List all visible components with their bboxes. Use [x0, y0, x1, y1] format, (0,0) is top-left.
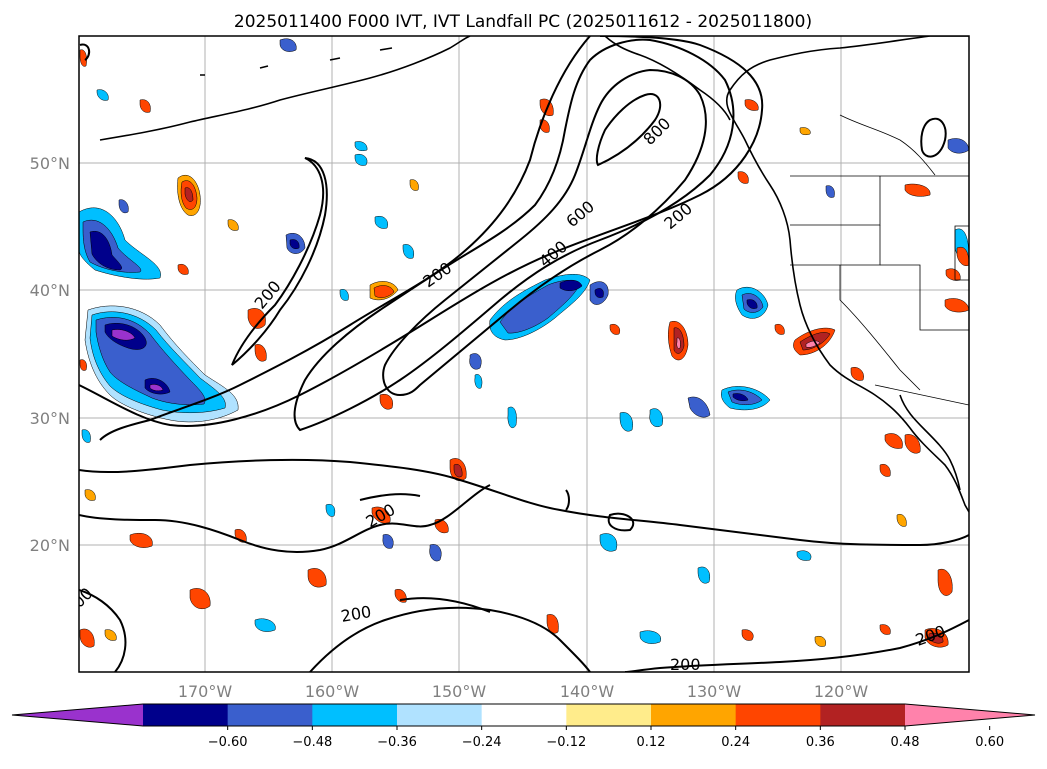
colorbar-segment — [227, 704, 313, 726]
colorbar-segment — [566, 704, 652, 726]
lat-label-20n: 20°N — [30, 536, 70, 555]
map-area — [79, 36, 969, 672]
lat-label-50n: 50°N — [30, 154, 70, 173]
longitude-labels: 170°W 160°W 150°W 140°W 130°W 120°W — [178, 682, 869, 701]
baja-peninsula — [899, 394, 961, 491]
colorbar-segment — [312, 704, 398, 726]
colorbar-outline — [11, 703, 1036, 727]
lon-label-140w: 140°W — [560, 682, 615, 701]
colorbar-tick-label: 0.12 — [637, 735, 666, 750]
colorbar-segment — [735, 704, 821, 726]
colorbar-tick-label: −0.24 — [462, 735, 502, 750]
graticule — [79, 36, 969, 672]
borders — [790, 114, 969, 406]
colorbar-segment — [143, 704, 229, 726]
contour-800 — [595, 93, 662, 167]
colorbar-tick-label: −0.48 — [292, 735, 332, 750]
negative-pc-shading — [79, 38, 969, 644]
contour-600 — [382, 68, 707, 397]
colorbar: −0.60 −0.48 −0.36 −0.24 −0.12 0.12 0.24 0.36 0.4… — [11, 703, 1036, 750]
ivt-contours — [79, 36, 969, 672]
colorbar-tick-label: −0.36 — [377, 735, 417, 750]
colorbar-tick-label: 0.36 — [806, 735, 835, 750]
map-frame — [78, 35, 970, 673]
lon-label-120w: 120°W — [814, 682, 869, 701]
contour-200-south — [79, 458, 969, 672]
colorbar-tick-label: 0.60 — [975, 735, 1004, 750]
lon-label-130w: 130°W — [687, 682, 742, 701]
colorbar-tick-label: 0.24 — [721, 735, 750, 750]
alaska-aleutians — [99, 36, 471, 141]
coastlines — [99, 36, 969, 513]
contour-label-200-south: 200 — [670, 655, 701, 674]
colorbar-tick-label: 0.48 — [891, 735, 920, 750]
lon-label-150w: 150°W — [432, 682, 487, 701]
colorbar-tick-label: −0.12 — [546, 735, 586, 750]
lat-label-40n: 40°N — [30, 281, 70, 300]
north-america-coast — [725, 36, 969, 513]
colorbar-segment — [820, 704, 906, 726]
colorbar-segment — [397, 704, 483, 726]
contour-400 — [293, 38, 735, 432]
colorbar-extend-min — [12, 704, 143, 726]
lon-label-170w: 170°W — [178, 682, 233, 701]
latitude-labels: 50°N 40°N 30°N 20°N — [30, 154, 70, 555]
colorbar-tick-label: −0.60 — [208, 735, 248, 750]
colorbar-extend-max — [905, 704, 1035, 726]
lon-label-160w: 160°W — [305, 682, 360, 701]
colorbar-segment — [481, 704, 567, 726]
contour-200-main — [79, 36, 764, 441]
contour-200-west — [231, 157, 328, 366]
positive-pc-shading — [79, 49, 969, 648]
map-title: 2025011400 F000 IVT, IVT Landfall PC (20… — [234, 12, 812, 32]
colorbar-segment — [651, 704, 737, 726]
lat-label-30n: 30°N — [30, 409, 70, 428]
